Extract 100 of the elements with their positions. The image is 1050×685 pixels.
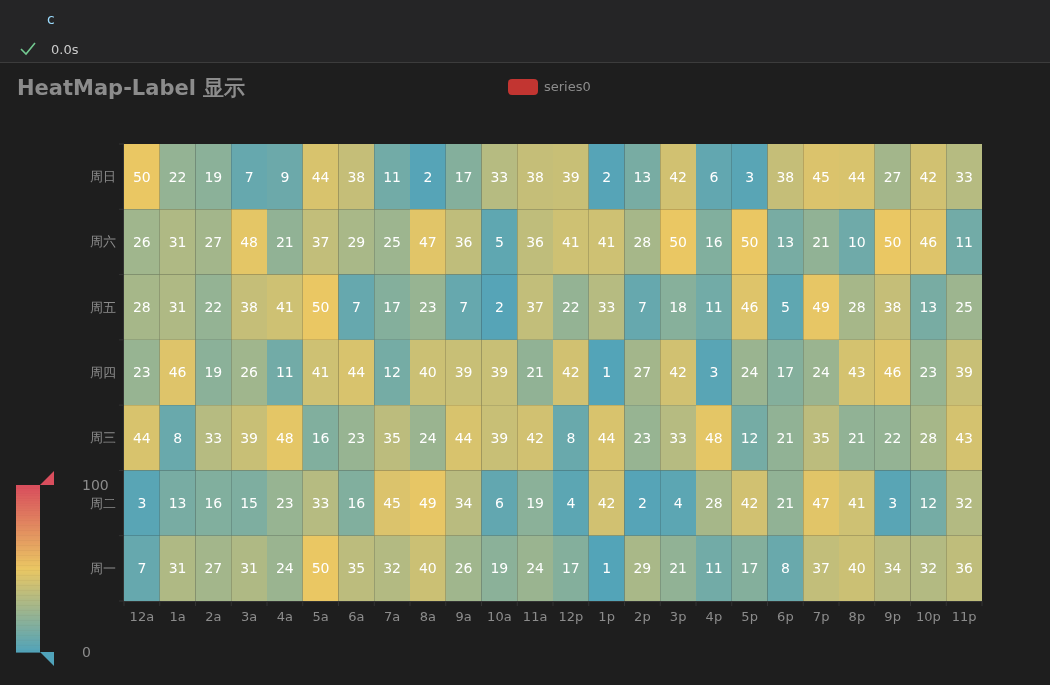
data-label: 46 [168,364,187,381]
data-label: 49 [418,494,437,511]
data-label: 33 [490,168,509,185]
data-label: 40 [847,560,866,577]
data-label: 42 [526,429,545,446]
x-tick-label: 11p [951,609,977,624]
data-label: 39 [561,168,580,185]
data-label: 24 [812,364,831,381]
data-label: 39 [490,364,509,381]
color-bar-label: 100 [82,476,109,493]
data-label: 16 [204,494,223,511]
data-label: 10 [847,233,866,250]
y-tick-label: 周一 [90,560,116,576]
y-tick-label: 周二 [90,495,116,511]
data-label: 3 [888,494,898,511]
data-label: 31 [168,233,187,250]
data-label: 27 [204,560,223,577]
data-label: 2 [602,168,612,185]
data-label: 23 [919,364,938,381]
x-tick-label: 9p [884,609,901,624]
data-label: 1 [602,364,612,381]
x-tick-label: 4a [276,609,293,624]
data-label: 29 [633,560,652,577]
data-label: 17 [454,168,473,185]
data-label: 2 [494,299,504,316]
data-label: 35 [812,429,831,446]
data-label: 28 [633,233,652,250]
data-label: 25 [383,233,402,250]
chart-title: HeatMap-Label 显示 [17,76,246,100]
data-label: 38 [347,168,366,185]
data-label: 33 [204,429,223,446]
data-label: 4 [673,494,683,511]
text: c [47,11,55,27]
data-label: 41 [561,233,580,250]
data-label: 44 [132,429,151,446]
data-label: 22 [204,299,223,316]
data-label: 23 [418,299,437,316]
data-label: 46 [740,299,759,316]
data-label: 2 [423,168,433,185]
data-label: 18 [669,299,688,316]
data-label: 1 [602,560,612,577]
x-tick-label: 8a [419,609,436,624]
data-label: 24 [275,560,294,577]
x-tick-label: 8p [848,609,866,624]
x-tick-label: 2p [634,609,651,624]
data-label: 16 [347,494,366,511]
data-label: 28 [847,299,866,316]
data-label: 42 [669,168,688,185]
data-label: 7 [459,299,469,316]
data-label: 26 [240,364,259,381]
data-label: 42 [919,168,938,185]
data-label: 26 [132,233,151,250]
data-label: 36 [454,233,473,250]
x-tick-label: 10p [915,609,941,624]
data-label: 7 [137,560,147,577]
x-tick-label: 5p [741,609,758,624]
data-label: 45 [812,168,831,185]
x-tick-label: 4p [705,609,723,624]
data-label: 21 [776,494,795,511]
data-label: 44 [847,168,866,185]
data-label: 28 [132,299,151,316]
data-label: 38 [526,168,545,185]
data-label: 19 [204,168,223,185]
data-label: 42 [597,494,616,511]
data-label: 17 [383,299,402,316]
data-label: 26 [454,560,473,577]
data-label: 15 [240,494,259,511]
data-label: 44 [347,364,366,381]
data-label: 37 [526,299,545,316]
data-label: 34 [454,494,473,511]
data-label: 37 [311,233,330,250]
data-label: 24 [526,560,545,577]
x-tick-label: 2a [205,609,222,624]
data-label: 32 [383,560,402,577]
data-label: 3 [709,364,719,381]
data-label: 43 [955,429,974,446]
data-label: 33 [311,494,330,511]
data-label: 17 [740,560,759,577]
data-label: 35 [383,429,402,446]
data-label: 13 [633,168,652,185]
data-label: 33 [597,299,616,316]
data-label: 39 [490,429,509,446]
data-label: 33 [669,429,688,446]
data-label: 44 [454,429,473,446]
data-label: 28 [704,494,723,511]
x-tick-label: 9a [455,609,472,624]
data-label: 48 [704,429,723,446]
color-bar-label: 0 [82,643,91,660]
data-label: 6 [494,494,504,511]
data-label: 16 [704,233,723,250]
data-label: 27 [633,364,652,381]
x-tick-label: 11a [522,609,548,624]
x-tick-label: 12a [129,609,155,624]
data-label: 50 [740,233,759,250]
data-label: 17 [561,560,580,577]
data-label: 12 [383,364,402,381]
data-label: 3 [137,494,147,511]
x-tick-label: 3a [241,609,258,624]
data-label: 16 [311,429,330,446]
data-label: 25 [955,299,974,316]
